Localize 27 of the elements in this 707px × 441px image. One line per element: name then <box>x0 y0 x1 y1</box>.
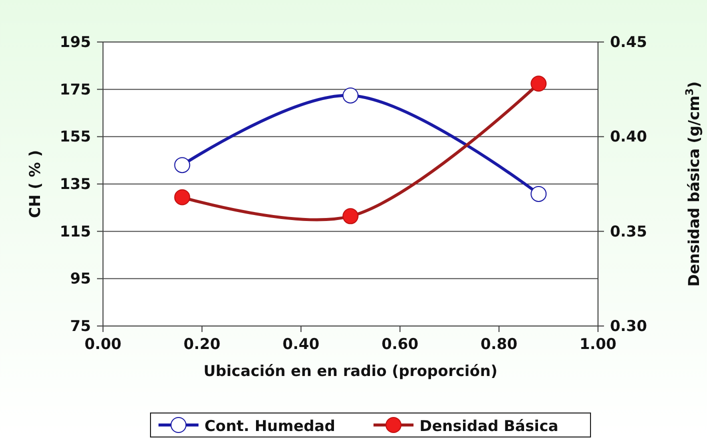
y2-tick-label: 0.45 <box>610 33 648 51</box>
legend-label: Cont. Humedad <box>204 417 336 435</box>
y-tick-label: 195 <box>60 33 91 51</box>
x-tick-label: 0.40 <box>282 335 320 353</box>
x-tick-label: 0.60 <box>381 335 419 353</box>
y-tick-label: 75 <box>70 317 91 335</box>
y2-tick-label: 0.35 <box>610 222 648 240</box>
y-axis-title: CH ( % ) <box>26 150 44 218</box>
x-tick-label: 0.80 <box>480 335 518 353</box>
y-tick-label: 95 <box>70 270 91 288</box>
point <box>174 157 190 174</box>
y-tick-label: 175 <box>60 80 91 98</box>
point <box>174 189 190 206</box>
x-axis-title: Ubicación en en radio (proporción) <box>204 362 498 380</box>
legend-label: Densidad Básica <box>420 417 558 435</box>
y2-tick-label: 0.30 <box>610 317 648 335</box>
y-tick-label: 115 <box>60 222 91 240</box>
x-tick-label: 0.20 <box>183 335 221 353</box>
y2-tick-label: 0.40 <box>610 128 648 146</box>
point <box>342 87 358 104</box>
point <box>530 76 547 92</box>
x-tick-label: 1.00 <box>579 335 617 353</box>
x-tick-label: 0.00 <box>84 335 122 353</box>
y-tick-label: 155 <box>60 128 91 146</box>
point <box>530 186 547 202</box>
y-tick-label: 135 <box>60 175 91 193</box>
point <box>342 208 358 224</box>
